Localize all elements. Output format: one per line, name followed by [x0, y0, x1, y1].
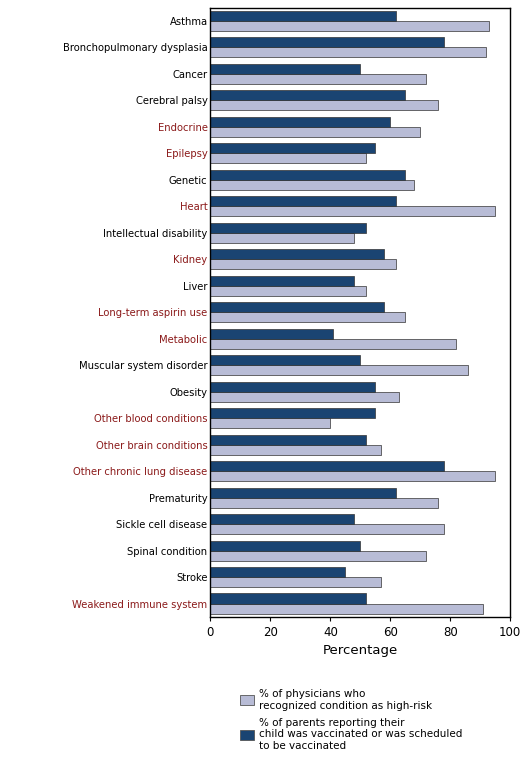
Bar	[210, 153, 366, 163]
Bar	[210, 276, 355, 286]
Bar	[210, 312, 405, 322]
Bar	[210, 497, 438, 507]
X-axis label: Percentage: Percentage	[322, 645, 398, 658]
Bar	[210, 524, 444, 534]
Bar	[210, 461, 444, 471]
Bar	[210, 408, 375, 418]
Bar	[210, 471, 495, 481]
Bar	[210, 233, 355, 243]
Bar	[210, 259, 396, 269]
Bar	[210, 418, 330, 428]
Bar	[210, 540, 360, 550]
Bar	[210, 207, 495, 217]
Bar	[210, 223, 366, 233]
Bar	[210, 249, 385, 259]
Bar	[210, 286, 366, 296]
Legend: % of physicians who
recognized condition as high-risk, % of parents reporting th: % of physicians who recognized condition…	[240, 689, 463, 751]
Bar	[210, 577, 381, 588]
Bar	[210, 445, 381, 455]
Bar	[210, 302, 385, 312]
Bar	[210, 127, 420, 137]
Bar	[210, 64, 360, 74]
Bar	[210, 435, 366, 445]
Bar	[210, 197, 396, 207]
Bar	[210, 328, 333, 338]
Bar	[210, 21, 489, 31]
Bar	[210, 355, 360, 365]
Bar	[210, 74, 426, 84]
Bar	[210, 48, 486, 58]
Bar	[210, 392, 399, 402]
Bar	[210, 365, 468, 375]
Bar	[210, 143, 375, 153]
Bar	[210, 594, 366, 604]
Bar	[210, 100, 438, 110]
Bar	[210, 487, 396, 497]
Bar	[210, 37, 444, 48]
Bar	[210, 11, 396, 21]
Bar	[210, 514, 355, 524]
Bar	[210, 382, 375, 392]
Bar	[210, 604, 483, 614]
Bar	[210, 117, 390, 127]
Bar	[210, 180, 414, 190]
Bar	[210, 550, 426, 561]
Bar	[210, 170, 405, 180]
Bar	[210, 90, 405, 100]
Bar	[210, 338, 456, 348]
Bar	[210, 567, 345, 577]
